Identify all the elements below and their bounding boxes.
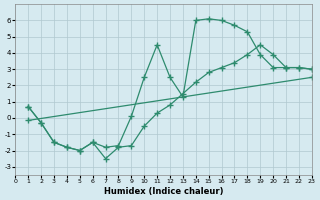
X-axis label: Humidex (Indice chaleur): Humidex (Indice chaleur)	[104, 187, 223, 196]
